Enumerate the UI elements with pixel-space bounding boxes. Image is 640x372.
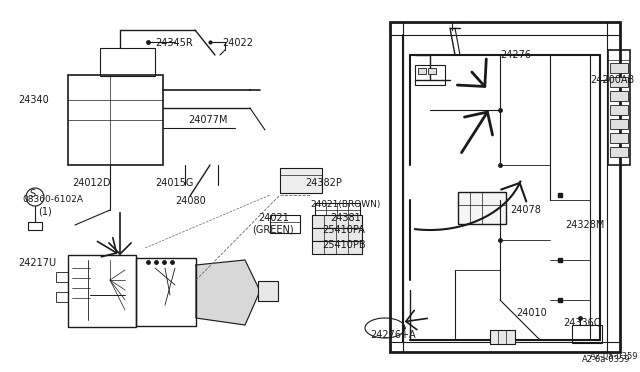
Text: 25410PA: 25410PA xyxy=(322,225,365,235)
Text: 24276: 24276 xyxy=(500,50,531,60)
Bar xyxy=(280,168,322,193)
Text: (1): (1) xyxy=(38,207,52,217)
Text: 24340: 24340 xyxy=(18,95,49,105)
Text: 24328M: 24328M xyxy=(565,220,604,230)
Text: 24022: 24022 xyxy=(222,38,253,48)
Bar xyxy=(136,258,196,326)
Text: S: S xyxy=(29,189,35,199)
Text: A2-0a-0359: A2-0a-0359 xyxy=(590,352,639,361)
Text: 24080: 24080 xyxy=(175,196,205,206)
Bar xyxy=(610,91,628,101)
Text: 24078: 24078 xyxy=(510,205,541,215)
Text: 24200AB: 24200AB xyxy=(590,75,634,85)
Text: 24010: 24010 xyxy=(516,308,547,318)
Text: (GREEN): (GREEN) xyxy=(252,224,294,234)
Text: 25410PB: 25410PB xyxy=(322,240,365,250)
Bar xyxy=(415,65,445,85)
Bar xyxy=(610,77,628,87)
Text: 24345R: 24345R xyxy=(155,38,193,48)
Bar xyxy=(458,192,506,224)
Bar xyxy=(100,48,155,76)
Text: 24217U: 24217U xyxy=(18,258,56,268)
Bar xyxy=(610,147,628,157)
Bar xyxy=(610,63,628,73)
Text: 24021: 24021 xyxy=(258,213,289,223)
Text: 08360-6102A: 08360-6102A xyxy=(22,195,83,204)
Text: 24382P: 24382P xyxy=(305,178,342,188)
Text: 24012D: 24012D xyxy=(72,178,111,188)
Text: 24381: 24381 xyxy=(330,213,361,223)
Text: 24015G: 24015G xyxy=(155,178,193,188)
Bar xyxy=(418,68,426,74)
Bar xyxy=(258,281,278,301)
Polygon shape xyxy=(196,260,260,325)
Bar xyxy=(610,133,628,143)
Bar xyxy=(608,50,630,165)
Bar xyxy=(312,215,362,228)
Bar xyxy=(312,241,362,254)
Bar xyxy=(610,105,628,115)
Bar xyxy=(572,325,602,343)
Bar xyxy=(56,272,68,282)
Bar xyxy=(315,203,360,223)
Text: 24276+A: 24276+A xyxy=(370,330,415,340)
Text: A2-0a-0359: A2-0a-0359 xyxy=(582,355,630,364)
Bar xyxy=(68,255,136,327)
Bar xyxy=(68,75,163,165)
Bar xyxy=(390,22,620,352)
Text: 24021(BROWN): 24021(BROWN) xyxy=(310,200,380,209)
Bar xyxy=(270,215,300,233)
Bar xyxy=(490,330,515,344)
Bar xyxy=(610,119,628,129)
Bar xyxy=(56,292,68,302)
Bar xyxy=(428,68,436,74)
Text: 24336Q: 24336Q xyxy=(563,318,602,328)
Text: 24077M: 24077M xyxy=(188,115,227,125)
Bar xyxy=(312,228,362,241)
